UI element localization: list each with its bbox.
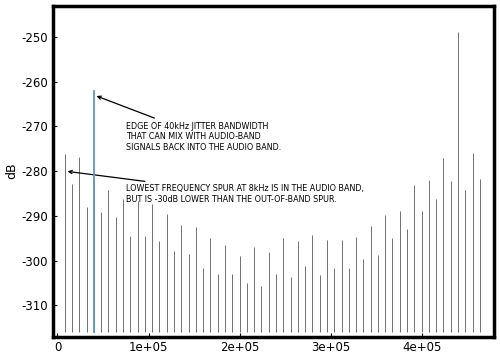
Text: LOWEST FREQUENCY SPUR AT 8kHz IS IN THE AUDIO BAND,
BUT IS -30dB LOWER THAN THE : LOWEST FREQUENCY SPUR AT 8kHz IS IN THE … [69, 170, 364, 204]
Y-axis label: dB: dB [6, 163, 18, 179]
Text: EDGE OF 40kHz JITTER BANDWIDTH
THAT CAN MIX WITH AUDIO-BAND
SIGNALS BACK INTO TH: EDGE OF 40kHz JITTER BANDWIDTH THAT CAN … [98, 96, 281, 152]
